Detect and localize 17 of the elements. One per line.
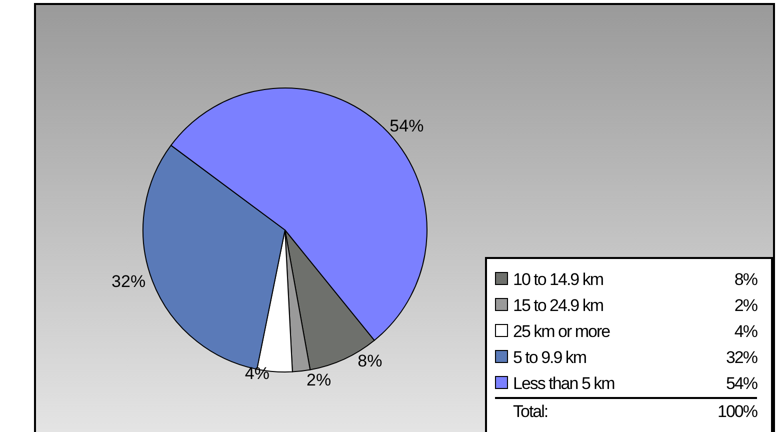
text: 8%: [734, 270, 757, 289]
legend-label: 10 to 14.9 km: [512, 269, 604, 291]
text: 100%: [692, 398, 757, 425]
legend-label: 15 to 24.9 km: [512, 295, 604, 317]
text: 54%: [726, 374, 757, 393]
data-label: 8%: [358, 351, 382, 370]
data-label: 54%: [390, 116, 424, 136]
text: Total:: [495, 398, 692, 425]
data-label: 32%: [112, 272, 146, 292]
legend-label: 25 km or more: [512, 321, 611, 343]
legend-label: Less than 5 km: [512, 373, 616, 395]
data-label: 4%: [244, 364, 270, 384]
legend-label: 5 to 9.9 km: [512, 347, 588, 369]
text: 2%: [734, 296, 757, 315]
text: 32%: [726, 348, 757, 367]
data-label: 2%: [306, 370, 332, 390]
text: 4%: [734, 322, 757, 341]
